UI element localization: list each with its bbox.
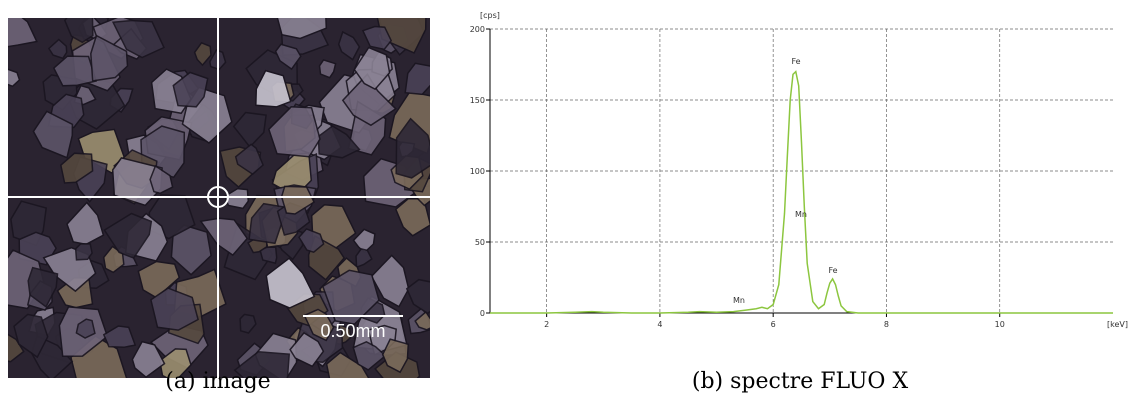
rock <box>77 128 127 174</box>
rock <box>199 217 249 257</box>
x-tick-label: 6 <box>771 320 776 329</box>
x-tick-label: 10 <box>995 320 1005 329</box>
rock <box>274 43 302 71</box>
rock <box>75 318 96 339</box>
rock <box>414 310 430 331</box>
rock <box>90 34 129 82</box>
rock <box>361 25 393 51</box>
rock <box>265 257 316 309</box>
rock <box>8 18 38 48</box>
x-tick-label: 2 <box>544 320 549 329</box>
rock <box>103 212 153 259</box>
rock <box>32 110 74 159</box>
rock <box>355 248 373 269</box>
rock <box>193 41 212 67</box>
rock <box>353 46 391 91</box>
photo-overlay: 0.50mm <box>8 18 430 378</box>
rock <box>376 18 427 54</box>
rock <box>321 269 380 325</box>
rock <box>63 18 94 44</box>
rock <box>111 19 165 59</box>
photo <box>8 18 430 378</box>
crosshair-circle <box>207 186 229 208</box>
rock <box>74 243 93 261</box>
rock <box>8 68 21 88</box>
rock <box>13 313 49 359</box>
rock <box>150 287 199 331</box>
rock <box>47 38 68 60</box>
rock <box>395 117 430 179</box>
rock <box>267 106 321 158</box>
y-tick-label: 200 <box>470 25 485 34</box>
rock <box>318 59 337 79</box>
rock <box>131 340 166 378</box>
rock <box>255 69 292 108</box>
x-tick-label: 4 <box>657 320 662 329</box>
rock <box>102 325 137 349</box>
rock <box>111 157 163 207</box>
peak-label: Mn <box>733 296 745 305</box>
peak-label: Mn <box>795 210 807 219</box>
x-tick-label: 8 <box>884 320 889 329</box>
y-tick-label: 0 <box>480 309 485 318</box>
rock <box>337 30 361 61</box>
rock <box>27 266 59 308</box>
spectrum-line <box>490 70 1113 314</box>
rock <box>149 164 174 195</box>
rock <box>405 278 430 315</box>
rock <box>298 228 325 254</box>
rock <box>381 338 410 374</box>
peak-label: Fe <box>828 266 837 275</box>
y-axis-label: [cps] <box>480 11 500 20</box>
y-tick-label: 100 <box>470 167 485 176</box>
rock <box>8 333 25 363</box>
rock <box>234 143 264 176</box>
y-tick-label: 50 <box>475 238 485 247</box>
caption: (b) spectre FLUO X <box>692 369 909 394</box>
x-axis-label: [keV] <box>1107 320 1128 329</box>
rock <box>233 351 291 378</box>
rock <box>289 331 325 368</box>
rock <box>404 62 430 96</box>
rock <box>59 152 94 184</box>
rock <box>52 55 98 87</box>
rock <box>276 18 328 40</box>
rock <box>352 340 387 371</box>
y-tick-label: 150 <box>470 96 485 105</box>
rock <box>172 71 209 108</box>
peak-label: Fe <box>791 57 800 66</box>
scale-bar-label: 0.50mm <box>320 321 385 341</box>
rock <box>239 313 257 334</box>
rock <box>341 72 397 127</box>
